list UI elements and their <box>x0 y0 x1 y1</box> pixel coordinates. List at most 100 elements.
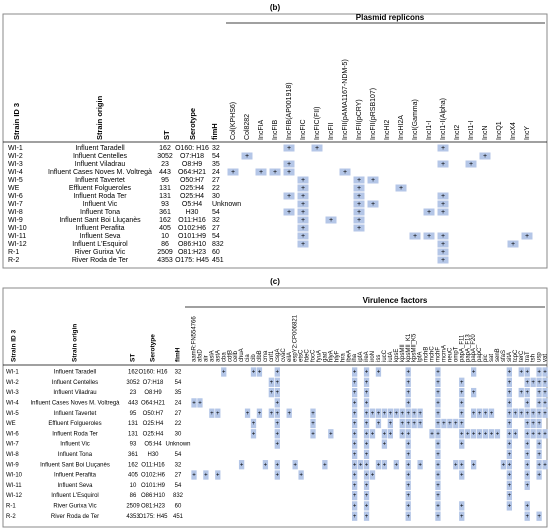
hit-cell <box>409 232 421 240</box>
hit-symbol: + <box>406 431 410 437</box>
hit-cell <box>352 387 358 398</box>
marker-header: mchC <box>430 346 436 362</box>
row-cell: O64:H21 <box>178 169 206 176</box>
hit-symbol: + <box>276 380 280 386</box>
hit-symbol: + <box>400 411 404 417</box>
hit-symbol: + <box>483 153 487 160</box>
hit-cell <box>352 449 358 460</box>
hit-symbol: + <box>357 185 361 192</box>
hit-symbol: + <box>508 462 512 468</box>
hit-cell <box>459 377 465 387</box>
marker-header: tcpC <box>513 349 519 362</box>
row-cell: O101:H9 <box>178 233 206 240</box>
hit-cell <box>542 398 548 408</box>
hit-symbol: + <box>406 370 410 376</box>
hit-cell <box>536 367 542 377</box>
hit-symbol: + <box>252 421 256 427</box>
hit-cell <box>352 367 358 377</box>
row-cell: O25:H4 <box>143 431 164 437</box>
hit-symbol: + <box>460 411 464 417</box>
row-cell: WI-10 <box>6 473 23 479</box>
hit-cell <box>506 470 512 480</box>
hit-cell <box>459 470 465 480</box>
hit-symbol: + <box>276 473 280 479</box>
hit-cell <box>524 470 530 480</box>
hit-cell <box>459 501 465 511</box>
hit-symbol: + <box>436 380 440 386</box>
hit-symbol: + <box>525 462 529 468</box>
hit-cell <box>405 398 411 408</box>
hit-symbol: + <box>299 473 303 479</box>
hit-cell <box>459 408 465 418</box>
hit-cell <box>524 449 530 460</box>
hit-symbol: + <box>357 177 361 184</box>
hit-cell <box>393 408 399 418</box>
hit-symbol: + <box>441 209 445 216</box>
row-cell: WE <box>8 185 20 192</box>
hit-cell <box>542 387 548 398</box>
row-cell: O5:H4 <box>144 442 162 448</box>
hit-symbol: + <box>293 462 297 468</box>
row-cell: 162 <box>159 145 171 152</box>
marker-header: IncFII(pAMA1167-NDM-5) <box>342 59 349 140</box>
hit-cell <box>325 216 337 224</box>
panel-label: (c) <box>270 277 280 286</box>
hit-cell <box>250 367 257 377</box>
hit-cell <box>437 208 449 216</box>
hit-symbol: + <box>216 473 220 479</box>
hit-cell <box>353 192 365 200</box>
marker-header: vat <box>543 354 549 362</box>
hit-cell <box>435 480 441 490</box>
row-cell: O64:H21 <box>141 400 166 406</box>
hit-cell <box>283 160 295 168</box>
row-cell: 24 <box>212 169 220 176</box>
marker-header: hlyF <box>334 350 340 362</box>
hit-cell <box>244 408 251 418</box>
hit-symbol: + <box>245 153 249 160</box>
hit-symbol: + <box>537 431 541 437</box>
hit-symbol: + <box>301 225 305 232</box>
row-cell: Influent L'Esquirol <box>51 493 99 499</box>
hit-cell <box>375 460 382 470</box>
hit-symbol: + <box>365 380 369 386</box>
hit-cell <box>536 398 542 408</box>
hit-symbol: + <box>395 462 399 468</box>
hit-cell <box>399 429 405 439</box>
row-cell: O7:H18 <box>180 153 204 160</box>
row-cell: Influent Perafita <box>75 225 124 232</box>
hit-symbol: + <box>287 145 291 152</box>
hit-symbol: + <box>531 431 535 437</box>
marker-header: chuA <box>239 348 245 362</box>
hit-cell <box>506 408 512 418</box>
row-cell: WI-11 <box>6 483 22 489</box>
hit-cell <box>435 511 441 521</box>
hit-cell <box>437 232 449 240</box>
hit-symbol: + <box>276 370 280 376</box>
row-cell: WI-3 <box>8 161 23 168</box>
hit-symbol: + <box>460 473 464 479</box>
marker-header: gad <box>322 352 328 362</box>
hit-cell <box>459 460 465 470</box>
hit-cell <box>269 168 281 176</box>
hit-cell <box>274 398 280 408</box>
marker-header: IncFII <box>328 122 335 140</box>
hit-symbol: + <box>353 390 357 396</box>
hit-cell <box>367 200 379 208</box>
hit-cell <box>297 208 309 216</box>
hit-symbol: + <box>460 503 464 509</box>
row-cell: WI-10 <box>8 225 27 232</box>
row-cell: Influent Viladrau <box>53 390 96 396</box>
hit-cell <box>283 192 295 200</box>
hit-cell <box>274 377 280 387</box>
hit-symbol: + <box>460 390 464 396</box>
hit-symbol: + <box>448 421 452 427</box>
hit-cell <box>405 511 411 521</box>
hit-cell <box>241 152 253 160</box>
hit-symbol: + <box>543 370 547 376</box>
hit-cell <box>405 418 411 429</box>
marker-header: iucC <box>382 349 388 362</box>
row-cell: 27 <box>175 473 182 479</box>
panel-label: (b) <box>270 3 281 12</box>
hit-cell <box>352 511 358 521</box>
